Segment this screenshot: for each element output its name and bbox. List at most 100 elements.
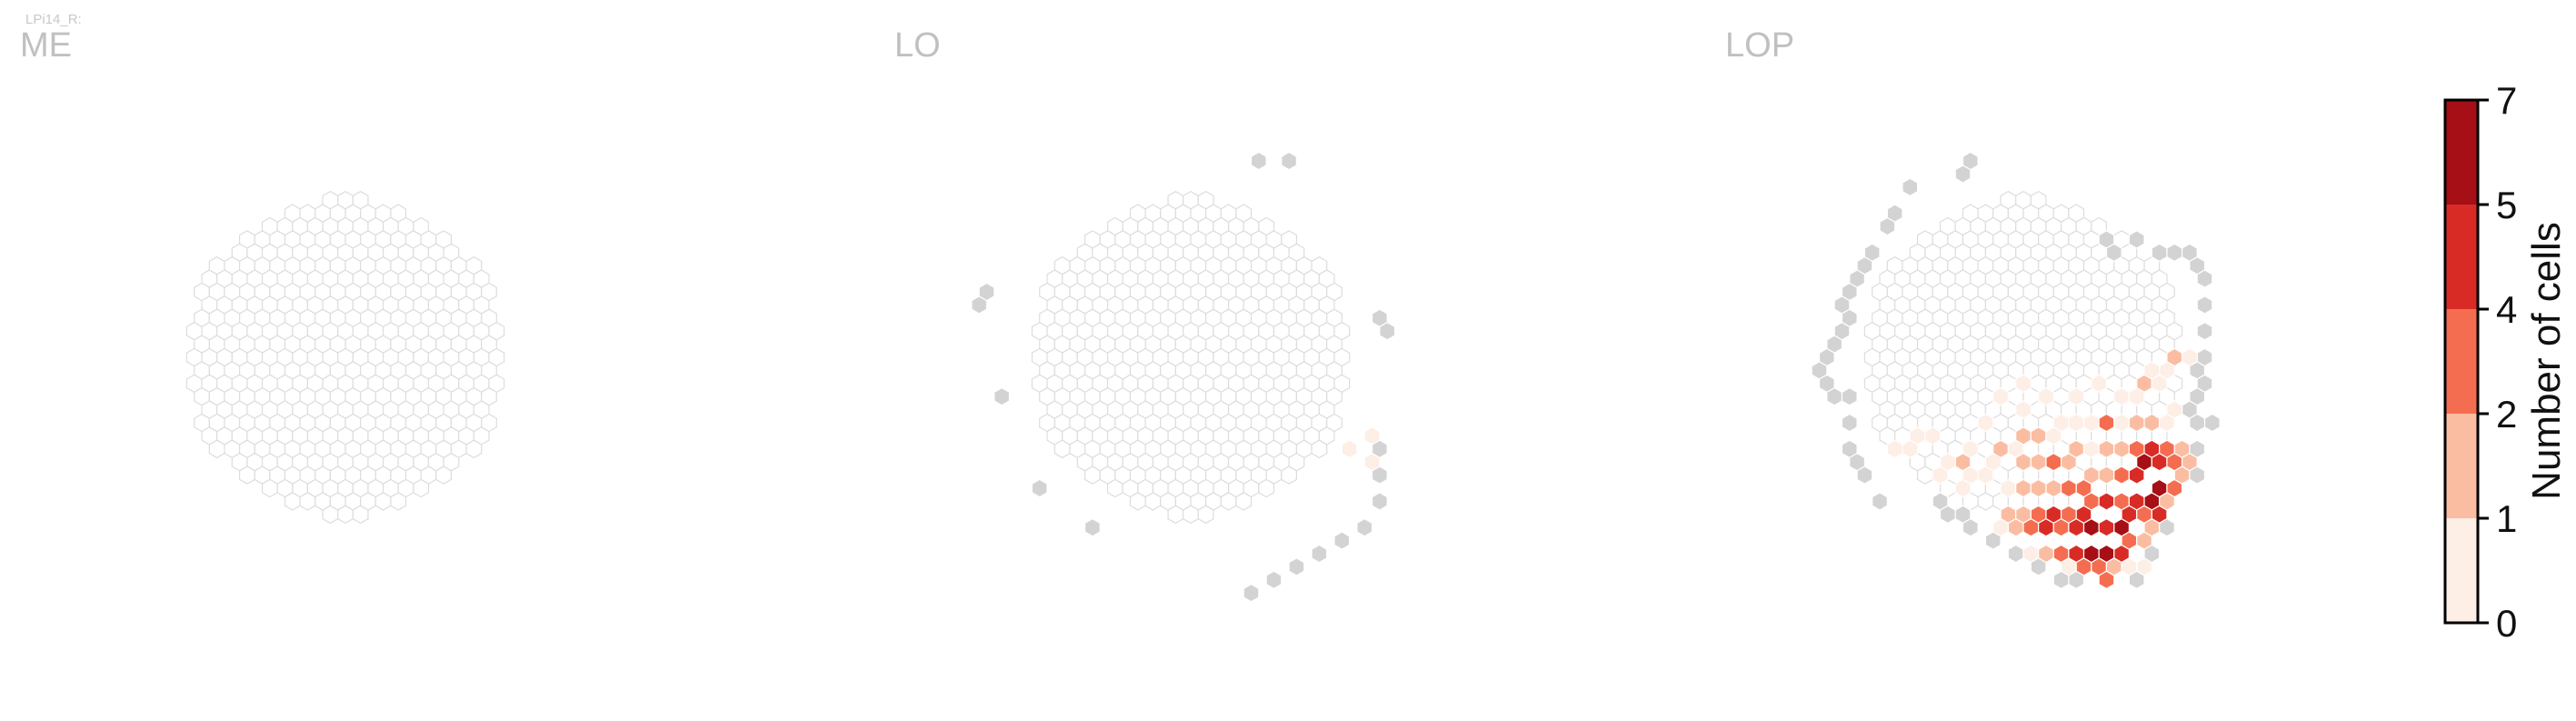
hex-cell-outside	[1371, 466, 1388, 485]
hex-cell-empty	[322, 505, 339, 525]
hex-cell-outside	[2030, 557, 2047, 576]
hex-cell-count	[1341, 439, 1358, 459]
hex-cell-empty	[1235, 492, 1253, 511]
hex-cell-empty	[1106, 478, 1123, 498]
hex-cell-empty	[1144, 492, 1162, 511]
hex-cell-outside	[1962, 517, 1979, 537]
hex-cell-outside	[1826, 386, 1843, 406]
hex-cell-count	[2113, 466, 2130, 485]
hex-cell-empty	[284, 492, 301, 511]
hex-cell-empty	[1917, 466, 1933, 485]
hex-cell-count	[2007, 517, 2024, 537]
hex-cell-outside	[2007, 544, 2024, 564]
hex-cell-count	[2098, 517, 2115, 537]
hex-cell-count	[2082, 466, 2100, 485]
hex-cell-empty	[208, 439, 225, 459]
hex-cell-count	[1886, 439, 1903, 459]
hex-cell-count	[2151, 452, 2168, 472]
hex-cell-count	[1992, 386, 2009, 406]
hex-cell-empty	[1311, 439, 1328, 459]
hex-cell-count	[2098, 570, 2115, 590]
hex-cell-empty	[1129, 492, 1146, 511]
hex-cell-outside	[2068, 570, 2085, 590]
hex-cell-outside	[1962, 151, 1979, 171]
hex-cell-empty	[1281, 466, 1297, 485]
hex-cell-count	[2113, 386, 2130, 406]
hex-cell-count	[2143, 413, 2161, 433]
colorbar-tick-label: 7	[2496, 79, 2517, 122]
panel-me: ME	[20, 26, 505, 525]
colorbar-bin	[2445, 414, 2478, 518]
hex-cell-count	[2128, 413, 2145, 433]
hex-cell-outside	[2105, 243, 2122, 263]
hex-cell-outside	[1872, 492, 1888, 511]
hex-cell-count	[2159, 492, 2175, 511]
hex-cell-outside	[2151, 243, 2168, 263]
hex-grid-lo	[971, 151, 1396, 603]
hex-cell-count	[2098, 466, 2115, 485]
panel-title-lo: LO	[894, 26, 941, 65]
hex-cell-outside	[2128, 570, 2145, 590]
hex-cell-count	[2113, 439, 2130, 459]
colorbar-label: Number of cells	[2524, 222, 2569, 500]
colorbar-tick-label: 2	[2496, 393, 2517, 436]
hex-cell-outside	[1265, 570, 1283, 590]
hex-cell-empty	[1084, 466, 1101, 485]
hex-cell-empty	[1977, 492, 1994, 511]
hex-cell-count	[2121, 531, 2138, 550]
hex-cell-count	[2038, 386, 2054, 406]
hex-cell-count	[2166, 400, 2183, 419]
hex-cell-empty	[1167, 505, 1184, 525]
hex-cell-outside	[1250, 151, 1267, 171]
hex-cell-count	[2015, 400, 2032, 419]
panel-lo: LO	[894, 26, 1396, 603]
hex-cell-empty	[352, 505, 369, 525]
hex-cell-count	[2098, 413, 2115, 433]
panel-title-lop: LOP	[1725, 26, 1794, 65]
hex-cell-count	[1902, 439, 1919, 459]
hex-cell-outside	[2196, 321, 2213, 341]
hex-cell-count	[2038, 517, 2054, 537]
hex-cell-outside	[2189, 413, 2206, 433]
hex-cell-count	[2000, 478, 2017, 498]
hex-cell-count	[2052, 413, 2070, 433]
hex-cell-count	[2143, 517, 2161, 537]
hex-cell-empty	[374, 492, 392, 511]
hex-cell-count	[2082, 492, 2100, 511]
hex-cell-outside	[1984, 531, 2002, 550]
hex-cell-count	[2030, 478, 2047, 498]
hex-cell-count	[2015, 374, 2032, 394]
hex-cell-outside	[1243, 583, 1260, 603]
hex-cell-empty	[1220, 492, 1237, 511]
hex-cell-count	[2082, 413, 2100, 433]
colorbar: 0 1 2 4 5 7 Number of cells	[2443, 79, 2569, 645]
hex-cell-outside	[1856, 466, 1873, 485]
panel-title-me: ME	[20, 26, 72, 65]
hex-cell-count	[2068, 517, 2085, 537]
hex-cell-outside	[2196, 269, 2213, 288]
hex-cell-count	[2030, 426, 2047, 446]
hex-cell-outside	[1939, 505, 1956, 525]
hex-cell-empty	[1183, 505, 1199, 525]
hex-cell-count	[2015, 478, 2032, 498]
hex-cell-outside	[2052, 570, 2070, 590]
colorbar-bin	[2445, 205, 2478, 309]
hex-cell-count	[2181, 347, 2198, 367]
colorbar-bin	[2445, 309, 2478, 414]
hex-cell-count	[2045, 452, 2062, 472]
hex-cell-outside	[2159, 517, 2175, 537]
colorbar-bins	[2445, 100, 2478, 623]
hex-cell-outside	[2203, 413, 2221, 433]
hex-cell-count	[2030, 452, 2047, 472]
hex-cell-outside	[993, 386, 1011, 406]
hex-grid-me	[185, 190, 505, 525]
colorbar-bin	[2445, 100, 2478, 205]
hex-cell-outside	[2128, 230, 2145, 249]
colorbar-frame	[2443, 98, 2480, 625]
hex-cell-outside	[1333, 531, 1351, 550]
hex-cell-count	[2082, 517, 2100, 537]
figure-title: LPi14_R:	[25, 12, 82, 27]
hex-cell-outside	[1841, 386, 1858, 406]
hex-cell-count	[2098, 492, 2115, 511]
hex-cell-empty	[1053, 439, 1071, 459]
